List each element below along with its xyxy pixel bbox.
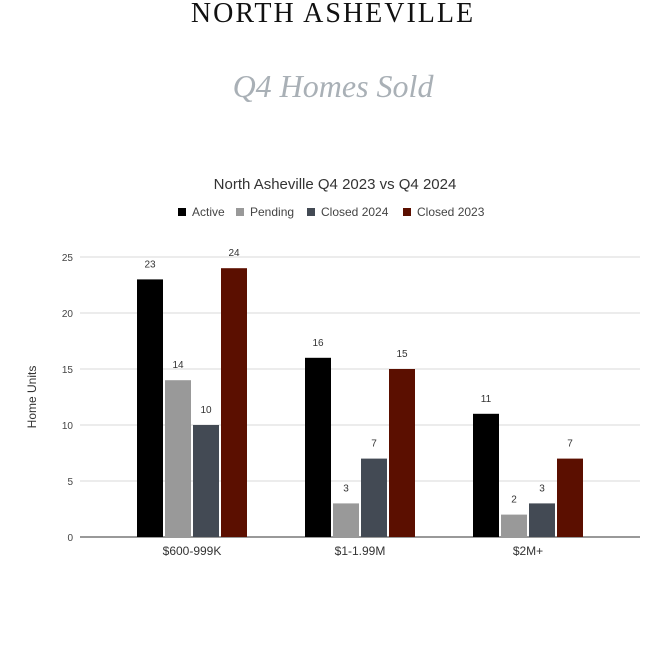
bar-data-label: 7: [371, 439, 377, 450]
legend-swatch: [178, 208, 186, 216]
chart-title: North Asheville Q4 2023 vs Q4 2024: [214, 176, 457, 193]
bar-data-label: 2: [511, 495, 517, 506]
y-tick-label: 5: [67, 477, 73, 488]
bar: [333, 503, 359, 537]
bar-data-label: 3: [539, 483, 545, 494]
bar: [165, 380, 191, 537]
bar: [361, 458, 387, 537]
brand-title: NORTH ASHEVILLE: [190, 0, 476, 29]
chart-legend: Active Pending Closed 2024 Closed 2023: [178, 205, 485, 219]
y-tick-label: 10: [62, 421, 74, 432]
y-tick-label: 20: [62, 309, 74, 320]
bar: [529, 503, 555, 537]
legend-swatch: [236, 208, 244, 216]
bar-data-label: 23: [144, 259, 156, 270]
bar-data-label: 15: [396, 349, 408, 360]
bar-data-label: 24: [228, 248, 240, 259]
bar: [557, 458, 583, 537]
bar-data-label: 3: [343, 483, 349, 494]
bar-data-label: 7: [567, 439, 573, 450]
chart-gridlines: [80, 256, 640, 538]
y-axis-ticks: 0 5 10 15 20 25: [62, 253, 74, 544]
bar-data-label: 14: [172, 360, 184, 371]
legend-swatch: [403, 208, 411, 216]
x-tick-label: $2M+: [513, 544, 543, 558]
bar: [389, 369, 415, 537]
y-tick-label: 25: [62, 253, 74, 264]
bar-data-label: 11: [481, 394, 492, 405]
legend-label: Pending: [250, 205, 294, 219]
bar: [221, 268, 247, 537]
bar: [193, 425, 219, 537]
x-axis-ticks: $600-999K $1-1.99M $2M+: [163, 544, 544, 558]
bar-data-label: 10: [200, 405, 212, 416]
bar-chart: North Asheville Q4 2023 vs Q4 2024 Activ…: [25, 176, 640, 558]
page-subtitle: Q4 Homes Sold: [232, 68, 434, 104]
bar: [137, 279, 163, 537]
bar: [473, 413, 499, 537]
bar-data-label: 16: [312, 338, 324, 349]
x-tick-label: $600-999K: [163, 544, 222, 558]
y-axis-label: Home Units: [25, 366, 39, 429]
legend-swatch: [307, 208, 315, 216]
bar: [501, 514, 527, 537]
y-tick-label: 15: [62, 365, 74, 376]
chart-bars: [137, 268, 583, 537]
legend-label: Closed 2024: [321, 205, 389, 219]
x-tick-label: $1-1.99M: [335, 544, 386, 558]
bar: [305, 357, 331, 537]
legend-label: Closed 2023: [417, 205, 485, 219]
y-tick-label: 0: [67, 533, 73, 544]
legend-label: Active: [192, 205, 225, 219]
